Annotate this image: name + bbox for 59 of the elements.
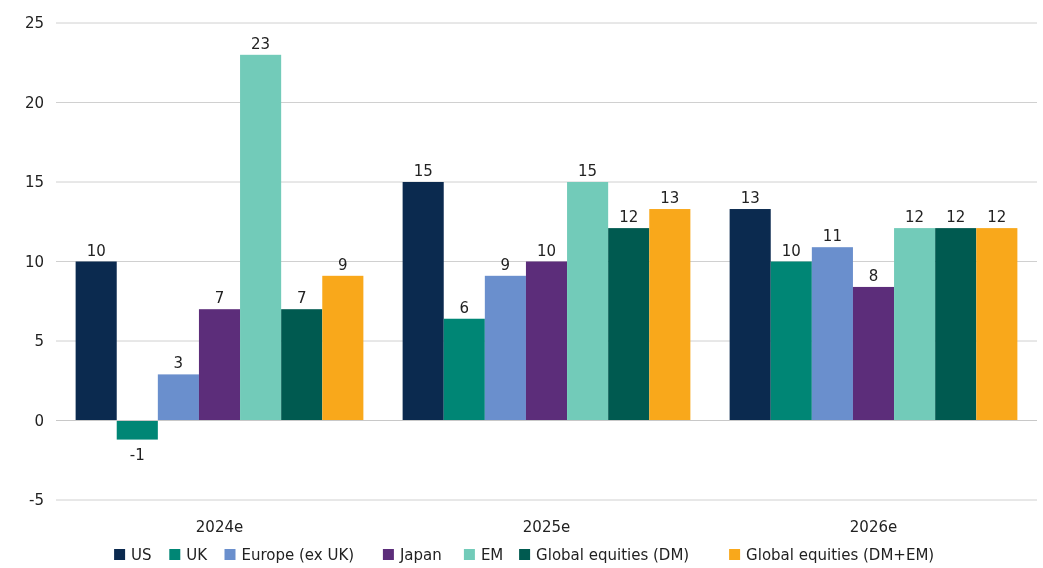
bar <box>811 247 853 421</box>
y-tick-label: 0 <box>34 411 44 430</box>
legend-label: Global equities (DM+EM) <box>746 546 935 564</box>
bar <box>281 309 323 421</box>
data-label: 12 <box>987 208 1007 227</box>
data-label: 13 <box>660 189 680 208</box>
bar <box>75 261 117 421</box>
legend-label: Japan <box>398 546 442 564</box>
data-label: 11 <box>822 227 842 246</box>
bar <box>567 182 609 421</box>
data-label: 15 <box>578 162 598 180</box>
y-tick-label: 10 <box>24 252 44 271</box>
data-label: 10 <box>536 241 557 260</box>
bar <box>240 54 282 421</box>
x-tick-label: 2025e <box>522 518 571 536</box>
x-tick-label: 2026e <box>849 518 898 536</box>
data-label: 10 <box>781 241 801 260</box>
bar <box>402 182 444 421</box>
data-label: 10 <box>86 241 106 260</box>
bar <box>157 374 199 421</box>
y-tick-label: 15 <box>24 173 44 191</box>
legend-label: US <box>131 546 152 564</box>
bar <box>976 228 1018 421</box>
bar <box>894 228 936 421</box>
bar <box>935 228 977 421</box>
data-label: 7 <box>214 289 225 308</box>
bar <box>484 275 526 421</box>
data-label: 3 <box>173 354 184 373</box>
legend-label: Europe (ex UK) <box>241 546 355 564</box>
data-label: 13 <box>740 189 760 208</box>
bar <box>443 318 485 421</box>
bar <box>525 261 568 421</box>
y-tick-label: -5 <box>29 491 44 509</box>
bar <box>116 420 158 440</box>
y-tick-label: 5 <box>34 332 44 350</box>
data-label: 12 <box>946 208 966 227</box>
legend-label: Global equities (DM) <box>536 546 690 564</box>
y-tick-label: 20 <box>24 93 44 112</box>
bar <box>649 209 691 421</box>
bar <box>608 228 650 421</box>
data-label: 12 <box>619 208 639 227</box>
bar <box>852 286 895 421</box>
data-label: 6 <box>459 298 470 317</box>
data-label: 23 <box>251 34 271 53</box>
x-tick-label: 2024e <box>195 518 244 536</box>
y-tick-label: 25 <box>24 14 44 32</box>
data-label: 7 <box>296 289 307 308</box>
data-label: 8 <box>868 266 879 285</box>
bar <box>770 261 812 421</box>
data-label: 12 <box>905 208 925 227</box>
data-label: 9 <box>338 255 348 274</box>
legend-label: EM <box>480 546 504 564</box>
data-label: 9 <box>500 255 511 274</box>
bar <box>322 275 364 421</box>
data-label: 15 <box>413 162 433 180</box>
bar <box>729 209 771 421</box>
legend-label: UK <box>186 546 209 564</box>
bar <box>198 309 241 421</box>
data-label: -1 <box>129 445 145 464</box>
